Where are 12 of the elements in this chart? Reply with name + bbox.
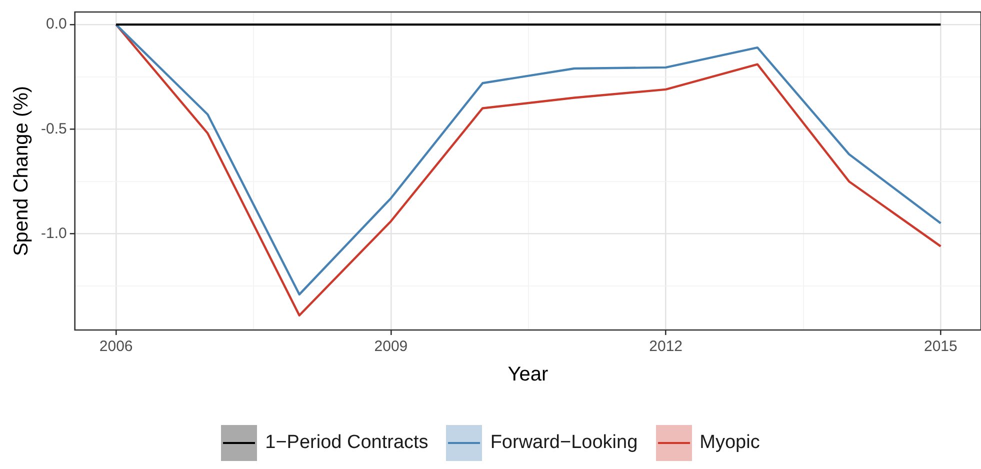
- y-axis-title: Spend Change (%): [10, 86, 33, 256]
- x-tick-label: 2012: [649, 338, 683, 356]
- legend-label: 1−Period Contracts: [265, 432, 428, 454]
- y-tick-label: -0.5: [40, 120, 67, 138]
- x-tick-label: 2009: [374, 338, 408, 356]
- y-tick-label: -1.0: [40, 224, 67, 242]
- legend-label: Forward−Looking: [490, 432, 638, 454]
- x-tick-label: 2006: [99, 338, 133, 356]
- x-axis-title: Year: [508, 364, 548, 386]
- y-tick-label: 0.0: [46, 16, 67, 33]
- x-tick-label: 2015: [924, 338, 958, 356]
- legend-label: Myopic: [700, 432, 760, 454]
